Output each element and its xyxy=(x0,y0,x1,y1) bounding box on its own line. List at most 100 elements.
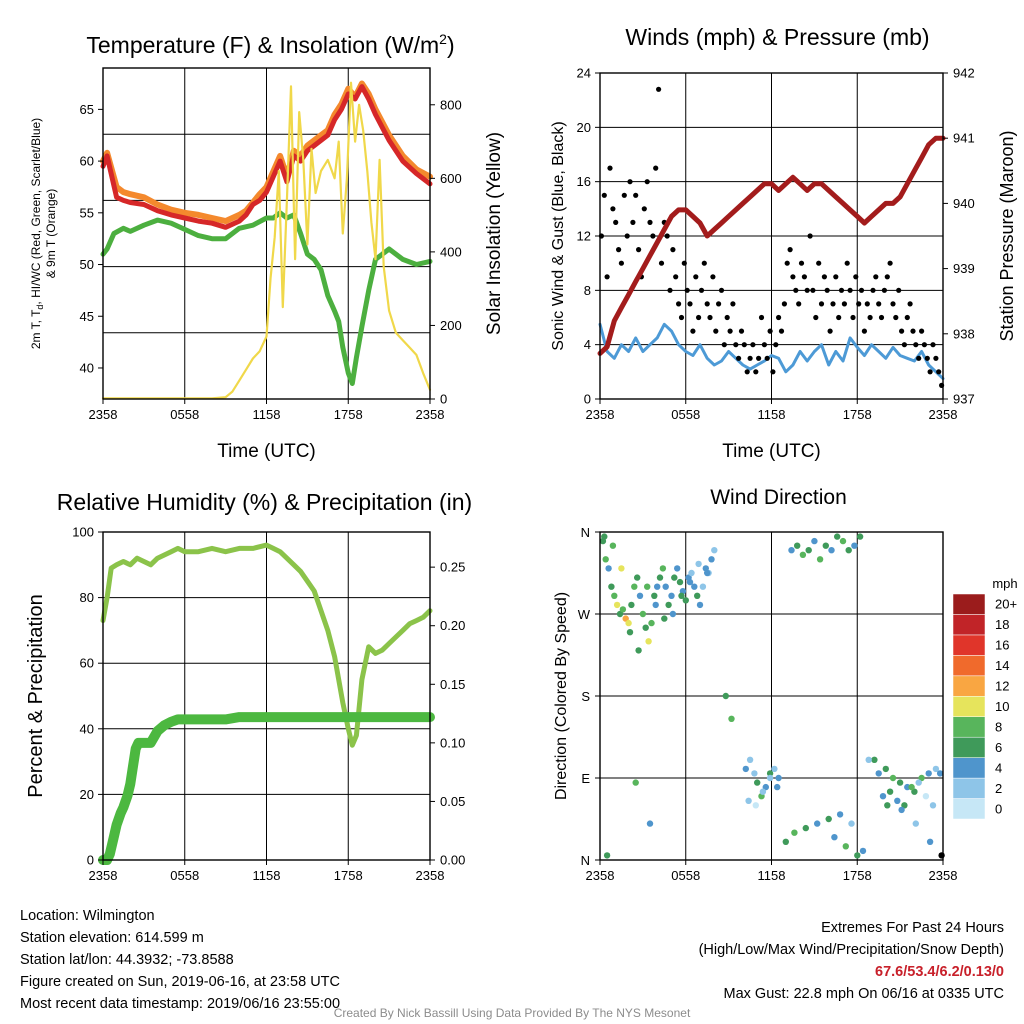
direction-point xyxy=(856,533,864,540)
direction-point xyxy=(762,783,769,791)
direction-point xyxy=(609,542,617,549)
gust-point xyxy=(681,260,687,266)
gust-point xyxy=(673,274,679,280)
direction-point xyxy=(879,793,887,800)
x-tick-label: 2358 xyxy=(929,407,958,422)
direction-point xyxy=(791,829,798,836)
direction-point xyxy=(645,638,652,645)
direction-point xyxy=(671,574,678,581)
panel-title: Winds (mph) & Pressure (mb) xyxy=(625,24,929,50)
direction-point xyxy=(794,542,801,549)
gust-point xyxy=(641,206,647,212)
gust-point xyxy=(644,179,650,185)
gust-point xyxy=(627,179,633,185)
direction-point xyxy=(639,610,647,618)
direction-point xyxy=(634,574,641,581)
colorbar: 0 2 4 6 8 10 12 14 16 18 20+ mph xyxy=(952,576,1018,820)
wind-y-tick-label: 24 xyxy=(577,66,591,81)
direction-point xyxy=(628,601,635,609)
gust-point xyxy=(736,355,742,361)
gust-point xyxy=(633,192,639,198)
extremes-info: Extremes For Past 24 Hours (High/Low/Max… xyxy=(699,917,1004,1005)
direction-point xyxy=(896,779,904,786)
colorbar-swatch xyxy=(952,696,986,717)
gust-point xyxy=(844,260,850,266)
wind-panel: 2358 0558 1158 1758 235804812162024937938939… xyxy=(550,24,1017,462)
colorbar-label: 14 xyxy=(995,658,1009,673)
colorbar-swatch xyxy=(952,675,986,697)
gust-point xyxy=(676,301,682,307)
gust-point xyxy=(936,369,942,375)
pressure-y-tick-label: 942 xyxy=(953,66,975,81)
direction-point xyxy=(652,601,659,609)
gust-point xyxy=(730,301,736,307)
insolation-y-tick-label: 200 xyxy=(440,318,462,333)
gust-point xyxy=(804,287,810,293)
wind-y-tick-label: 16 xyxy=(577,174,591,189)
direction-point xyxy=(936,770,944,777)
gust-point xyxy=(770,369,776,375)
gust-point xyxy=(873,274,879,280)
x-axis-label: Time (UTC) xyxy=(722,441,821,462)
gust-point xyxy=(927,369,933,375)
gust-point xyxy=(790,274,796,280)
gust-point xyxy=(904,314,910,321)
y2-axis-label: Station Pressure (Maroon) xyxy=(997,130,1017,341)
gust-point xyxy=(724,314,730,321)
colorbar-swatch xyxy=(952,798,986,820)
temp-y-tick-label: 65 xyxy=(80,102,94,117)
colorbar-label: 8 xyxy=(995,719,1002,734)
precip-y-tick-label: 0.20 xyxy=(440,618,465,633)
y2-axis-label: Solar Insolation (Yellow) xyxy=(484,132,505,335)
x-tick-label: 2358 xyxy=(929,868,958,883)
gust-point xyxy=(690,328,696,334)
precip-y-tick-label: 0.00 xyxy=(440,853,465,868)
gust-point xyxy=(618,260,625,266)
direction-point xyxy=(845,547,852,554)
elevation-label: Station elevation: 614.599 m xyxy=(20,930,204,946)
gust-point xyxy=(793,287,799,293)
x-tick-label: 0558 xyxy=(170,407,199,422)
gust-point xyxy=(833,274,839,280)
gust-point xyxy=(853,274,859,280)
direction-point xyxy=(708,556,715,563)
x-tick-label: 1158 xyxy=(758,868,786,883)
gust-point xyxy=(796,301,802,307)
wind-speed-line xyxy=(598,322,945,381)
gust-point xyxy=(824,287,830,293)
direction-point xyxy=(745,797,752,804)
panel-title: Relative Humidity (%) & Precipitation (i… xyxy=(57,489,472,515)
x-tick-label: 1758 xyxy=(334,407,363,422)
direction-point xyxy=(631,583,638,590)
rh-y-tick-label: 40 xyxy=(80,721,94,736)
panel-title: Wind Direction xyxy=(710,486,847,509)
y-axis-label: 2m T, Td, HI/WC (Red, Green, Scarlet/Blu… xyxy=(29,118,45,349)
x-tick-label: 0558 xyxy=(671,407,700,422)
direction-point xyxy=(759,788,767,795)
direction-point xyxy=(799,551,807,558)
direction-point xyxy=(802,824,809,832)
gust-point xyxy=(684,287,690,293)
direction-point xyxy=(635,647,642,654)
gust-point xyxy=(773,342,779,348)
gust-point xyxy=(747,355,753,361)
extremes-values: 67.6/53.4/6.2/0.13/0 xyxy=(875,964,1004,980)
colorbar-swatch xyxy=(952,634,986,656)
direction-point xyxy=(751,770,758,777)
direction-point xyxy=(603,852,611,859)
gust-point xyxy=(704,301,710,307)
temp-y-tick-label: 60 xyxy=(80,154,94,169)
gust-point xyxy=(727,328,733,334)
direction-point xyxy=(616,610,624,618)
gust-point xyxy=(870,287,876,293)
gust-point xyxy=(781,301,788,307)
direction-point xyxy=(871,756,878,763)
precip-y-tick-label: 0.25 xyxy=(440,560,465,575)
gust-point xyxy=(827,328,833,334)
x-tick-label: 1158 xyxy=(253,407,281,422)
dir-y-tick-label: S xyxy=(581,689,590,704)
colorbar-swatch xyxy=(952,716,986,738)
gust-point xyxy=(678,314,685,321)
direction-point xyxy=(611,592,618,599)
